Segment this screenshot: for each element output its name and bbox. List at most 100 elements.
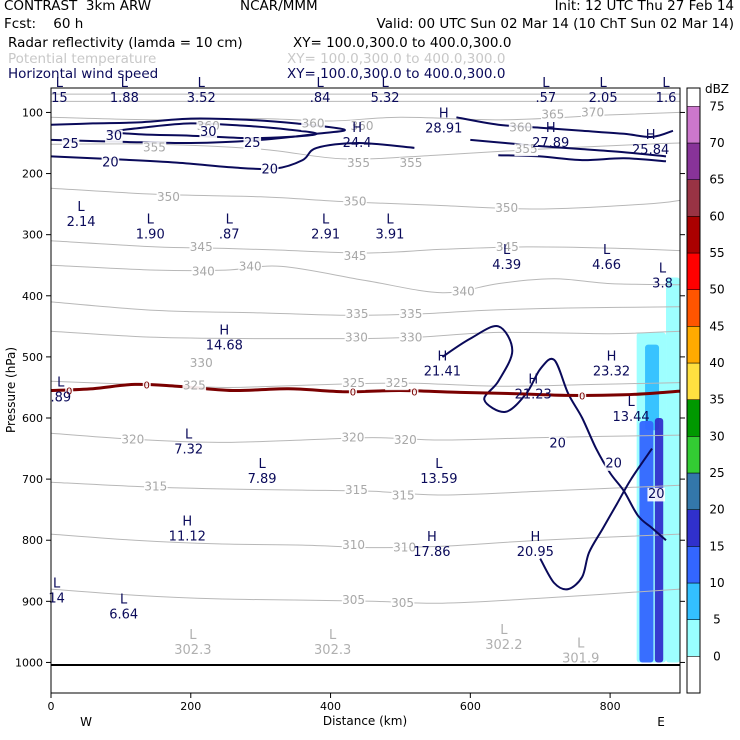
- colorbar-label: 35: [709, 393, 724, 407]
- extremum-low-marker: L: [316, 76, 324, 91]
- freezing-label: 0: [350, 388, 356, 399]
- extremum-value: 20.95: [517, 545, 554, 560]
- theta-label-bg: [142, 141, 167, 155]
- y-tick-label: 700: [22, 473, 43, 486]
- extremum-high-marker: H: [546, 121, 556, 136]
- wind-contour-20: [441, 325, 667, 541]
- forecast-hour: Fcst: 60 h: [4, 16, 84, 32]
- reflectivity-cell: [639, 421, 654, 663]
- extremum-high-marker: H: [437, 349, 447, 364]
- theta-label-group: 310: [392, 541, 417, 555]
- extremum-value: 4.66: [592, 258, 621, 273]
- extremum-low-marker: L: [542, 76, 550, 91]
- colorbar-label: 75: [709, 99, 724, 113]
- theta-label-group: 355: [346, 156, 371, 171]
- field-name-theta: Potential temperature: [8, 51, 157, 67]
- theta-contour-335: [50, 301, 681, 316]
- theta-label: 360: [509, 121, 532, 135]
- freezing-label: 0: [144, 380, 150, 391]
- wind-label: 20: [549, 436, 566, 451]
- wind-label-group: 20: [260, 163, 279, 178]
- theta-label: 365: [541, 107, 564, 121]
- extremum-high-marker: H: [439, 107, 449, 122]
- theta-label-bg: [189, 357, 214, 370]
- wind-label-group: 25: [243, 136, 262, 151]
- wind-label: 30: [106, 129, 123, 144]
- theta-label: 345: [344, 249, 367, 263]
- y-axis-title: Pressure (hPa): [4, 347, 18, 433]
- wind-label-group: 30: [105, 129, 123, 144]
- wind-contour-20: [456, 116, 674, 138]
- theta-label-bg: [393, 434, 418, 447]
- theta-label: 340: [192, 264, 215, 278]
- extremum-high-marker: H: [427, 530, 437, 545]
- colorbar-swatch: [686, 472, 701, 510]
- extremum-low-marker: L: [56, 76, 64, 91]
- extremum-high-marker: H: [528, 373, 538, 388]
- theta-label-group: 335: [345, 307, 369, 322]
- theta-label-group: 350: [343, 195, 367, 209]
- theta-label: 325: [342, 376, 365, 390]
- wind-contour-20: [470, 138, 667, 158]
- theta-label: 355: [347, 156, 370, 170]
- theta-label: 325: [385, 376, 408, 390]
- y-tick-label: 1000: [15, 656, 43, 669]
- theta-label-bg: [399, 308, 423, 322]
- extremum-high-marker: H: [182, 514, 192, 529]
- wind-contours: [50, 116, 674, 591]
- theta-label: 335: [346, 307, 369, 321]
- theta-label-bg: [580, 106, 605, 120]
- colorbar-unit: dBZ: [705, 82, 729, 96]
- theta-label-group: 345: [189, 240, 214, 254]
- theta-label-group: 325: [341, 376, 366, 391]
- colorbar-swatch: [686, 289, 701, 327]
- theta-label-group: 365: [541, 107, 565, 122]
- theta-contour-320: [50, 432, 681, 443]
- theta-label-bg: [392, 541, 417, 555]
- freezing-level-line: [50, 382, 681, 397]
- extremum-value: 6.64: [109, 608, 138, 623]
- theta-label-group: 330: [344, 330, 369, 345]
- theta-label-group: 315: [144, 479, 168, 494]
- theta-label-bg: [341, 377, 366, 391]
- theta-label-bg: [189, 241, 214, 254]
- extremum-value: 3.8: [652, 276, 673, 291]
- theta-label-group: 320: [393, 433, 418, 447]
- theta-extremum-marker: L: [329, 628, 337, 643]
- wind-label-bg: [647, 487, 666, 502]
- theta-label-group: 345: [495, 240, 520, 254]
- extremum-value: 13.44: [612, 410, 649, 425]
- plot-frame: [50, 87, 681, 694]
- extremum-low-marker: L: [77, 200, 85, 215]
- theta-label-group: 340: [451, 285, 476, 299]
- freezing-label-group: 0: [578, 391, 587, 402]
- extremum-value: .89: [50, 391, 71, 406]
- wind-label: 20: [648, 487, 665, 502]
- theta-contours: [50, 93, 681, 604]
- wind-label-bg: [101, 155, 120, 170]
- theta-label-bg: [344, 484, 369, 498]
- wind-label-bg: [548, 437, 567, 451]
- extremum-low-marker: L: [322, 212, 330, 227]
- theta-label-bg: [343, 250, 367, 264]
- theta-extremum-value: 302.2: [485, 638, 522, 653]
- theta-label-bg: [346, 157, 371, 171]
- theta-label-group: 370: [580, 105, 605, 120]
- extremum-high-marker: H: [646, 128, 656, 143]
- wind-label-group: 20: [604, 457, 623, 472]
- theta-label-group: 320: [341, 431, 365, 445]
- theta-contour-305: [50, 588, 681, 604]
- theta-label-bg: [390, 597, 415, 611]
- freezing-label: 0: [66, 387, 72, 398]
- theta-label-bg: [341, 539, 366, 553]
- theta-label-bg: [494, 202, 519, 215]
- theta-label: 325: [183, 379, 206, 393]
- extremum-low-marker: L: [57, 376, 65, 391]
- theta-label-bg: [182, 380, 207, 393]
- colorbar-swatch: [686, 106, 701, 144]
- extremum-low-marker: L: [120, 593, 128, 608]
- colorbar-swatch: [686, 326, 701, 364]
- theta-label: 355: [515, 142, 538, 156]
- theta-label-group: 350: [156, 190, 181, 204]
- y-tick-label: 100: [22, 106, 43, 119]
